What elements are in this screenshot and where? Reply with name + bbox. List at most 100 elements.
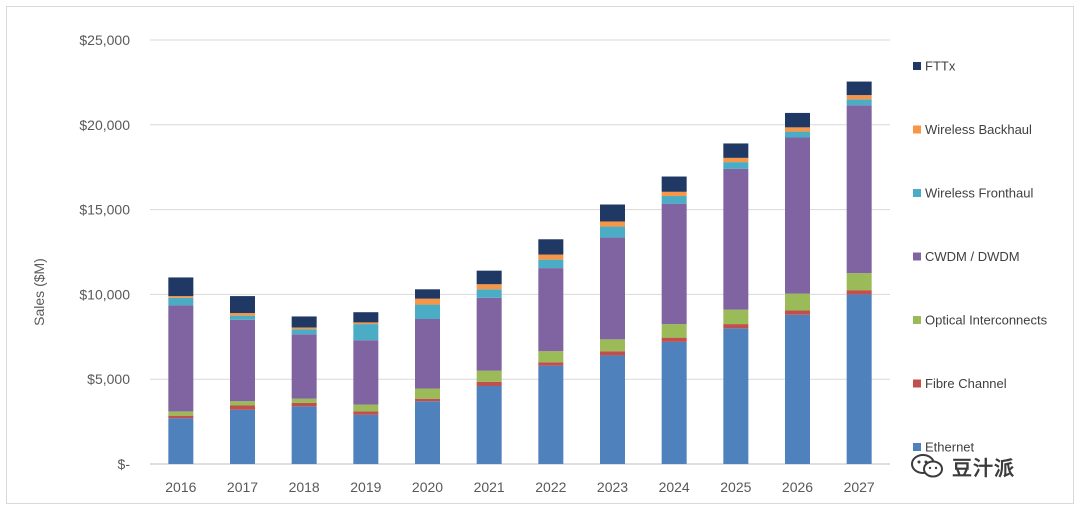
bar-segment-optical-interconnects-2016: [168, 411, 194, 416]
x-tick-label: 2025: [720, 479, 751, 495]
bar-segment-fttx-2016: [168, 277, 194, 297]
bar-segment-fttx-2027: [846, 81, 872, 96]
bar-segment-fibre-channel-2026: [785, 310, 810, 315]
bar-segment-wireless-backhaul-2025: [723, 157, 749, 163]
bar-segment-cwdm-dwdm-2024: [661, 203, 687, 325]
bar-segment-ethernet-2021: [476, 385, 502, 464]
bar-segment-wireless-backhaul-2019: [353, 322, 379, 325]
bar-segment-fttx-2022: [538, 239, 564, 255]
legend-label: CWDM / DWDM: [925, 249, 1020, 264]
bar-segment-ethernet-2027: [846, 294, 872, 464]
bar-segment-ethernet-2026: [785, 314, 810, 464]
legend-label: Ethernet: [925, 440, 975, 455]
legend-label: Wireless Fronthaul: [925, 186, 1033, 201]
bar-segment-wireless-backhaul-2022: [538, 254, 564, 260]
legend-swatch: [913, 62, 921, 70]
bar-segment-optical-interconnects-2022: [538, 351, 564, 363]
x-tick-label: 2018: [289, 479, 320, 495]
bar-segment-fibre-channel-2017: [230, 405, 255, 410]
bar-segment-wireless-fronthaul-2026: [785, 131, 810, 138]
bar-segment-fibre-channel-2016: [168, 415, 194, 419]
bar-segment-wireless-backhaul-2023: [600, 221, 625, 227]
legend-swatch: [913, 252, 921, 261]
bar-segment-cwdm-dwdm-2026: [785, 137, 810, 294]
y-axis-title: Sales ($M): [31, 258, 47, 326]
bar-segment-wireless-fronthaul-2016: [168, 297, 194, 306]
bar-segment-fttx-2020: [415, 289, 440, 299]
wechat-icon: [911, 454, 943, 478]
bar-segment-optical-interconnects-2020: [415, 388, 440, 399]
legend-label: Optical Interconnects: [925, 313, 1048, 328]
x-tick-label: 2026: [782, 479, 813, 495]
bar-segment-cwdm-dwdm-2021: [476, 297, 502, 371]
bar-segment-fibre-channel-2021: [476, 381, 502, 386]
bar-segment-optical-interconnects-2019: [353, 404, 379, 412]
bar-segment-optical-interconnects-2024: [661, 324, 687, 338]
bar-segment-ethernet-2017: [230, 409, 255, 464]
bar-segment-fibre-channel-2018: [291, 402, 317, 407]
bar-segment-fibre-channel-2023: [600, 351, 625, 356]
y-tick-label: $20,000: [79, 117, 130, 133]
bar-segment-wireless-backhaul-2024: [661, 191, 687, 197]
bar-segment-fttx-2025: [723, 143, 749, 158]
bar-segment-wireless-fronthaul-2018: [291, 329, 317, 335]
bar-segment-cwdm-dwdm-2027: [846, 105, 872, 274]
bar-segment-ethernet-2024: [661, 341, 687, 464]
bar-segment-optical-interconnects-2025: [723, 309, 749, 325]
bar-segment-fttx-2023: [600, 204, 625, 222]
x-tick-label: 2021: [474, 479, 505, 495]
bar-segment-wireless-fronthaul-2017: [230, 315, 255, 320]
x-tick-label: 2016: [165, 479, 196, 495]
bar-segment-optical-interconnects-2017: [230, 401, 255, 406]
bar-segment-wireless-backhaul-2021: [476, 284, 502, 290]
bar-segment-ethernet-2016: [168, 418, 194, 464]
bar-segment-cwdm-dwdm-2017: [230, 319, 255, 402]
x-tick-label: 2027: [844, 479, 875, 495]
legend-swatch: [913, 443, 921, 451]
bar-segment-wireless-fronthaul-2025: [723, 162, 749, 169]
legend-label: FTTx: [925, 59, 956, 74]
bar-segment-fibre-channel-2022: [538, 362, 564, 366]
legend: FTTx Wireless Backhaul Wireless Fronthaul C…: [913, 59, 1048, 455]
bar-segment-fibre-channel-2027: [846, 290, 872, 295]
axes: Sales ($M) $- $5,000 $10,000 $15,000 $20,000…: [31, 32, 875, 495]
bar-segment-wireless-fronthaul-2022: [538, 259, 564, 269]
bar-segment-cwdm-dwdm-2019: [353, 340, 379, 405]
bar-segment-wireless-backhaul-2018: [291, 327, 317, 330]
bar-segment-fttx-2026: [785, 112, 810, 128]
legend-label: Fibre Channel: [925, 376, 1007, 391]
bar-segment-fibre-channel-2025: [723, 324, 749, 329]
bar-segment-wireless-backhaul-2026: [785, 127, 810, 132]
bar-segment-cwdm-dwdm-2025: [723, 168, 749, 310]
bar-segment-fttx-2021: [476, 270, 502, 285]
bar-segment-cwdm-dwdm-2022: [538, 268, 564, 352]
bar-segment-optical-interconnects-2026: [785, 293, 810, 311]
bar-segment-ethernet-2022: [538, 365, 564, 464]
bar-segment-fttx-2024: [661, 176, 687, 192]
y-tick-label: $5,000: [87, 371, 130, 387]
bar-segment-wireless-fronthaul-2024: [661, 196, 687, 204]
bar-segment-wireless-backhaul-2017: [230, 313, 255, 316]
bar-segment-wireless-backhaul-2027: [846, 95, 872, 100]
bar-segment-cwdm-dwdm-2020: [415, 318, 440, 389]
bar-segment-optical-interconnects-2021: [476, 370, 502, 382]
bar-segment-fibre-channel-2024: [661, 337, 687, 342]
gridlines: [150, 39, 890, 465]
bar-segment-wireless-backhaul-2020: [415, 298, 440, 305]
bar-segment-wireless-fronthaul-2027: [846, 99, 872, 106]
x-tick-label: 2023: [597, 479, 628, 495]
bar-segment-fttx-2017: [230, 296, 255, 314]
bar-segment-optical-interconnects-2027: [846, 273, 872, 291]
x-tick-label: 2024: [659, 479, 690, 495]
bar-segment-fttx-2019: [353, 312, 379, 323]
x-tick-label: 2019: [350, 479, 381, 495]
bar-segment-ethernet-2020: [415, 401, 440, 464]
bar-segment-ethernet-2023: [600, 355, 625, 464]
bar-segment-wireless-backhaul-2016: [168, 296, 194, 298]
bar-segment-cwdm-dwdm-2023: [600, 237, 625, 340]
legend-swatch: [913, 316, 921, 324]
x-tick-label: 2020: [412, 479, 443, 495]
y-tick-label: $15,000: [79, 202, 130, 218]
bar-segment-ethernet-2019: [353, 414, 379, 464]
bar-segment-fttx-2018: [291, 316, 317, 328]
